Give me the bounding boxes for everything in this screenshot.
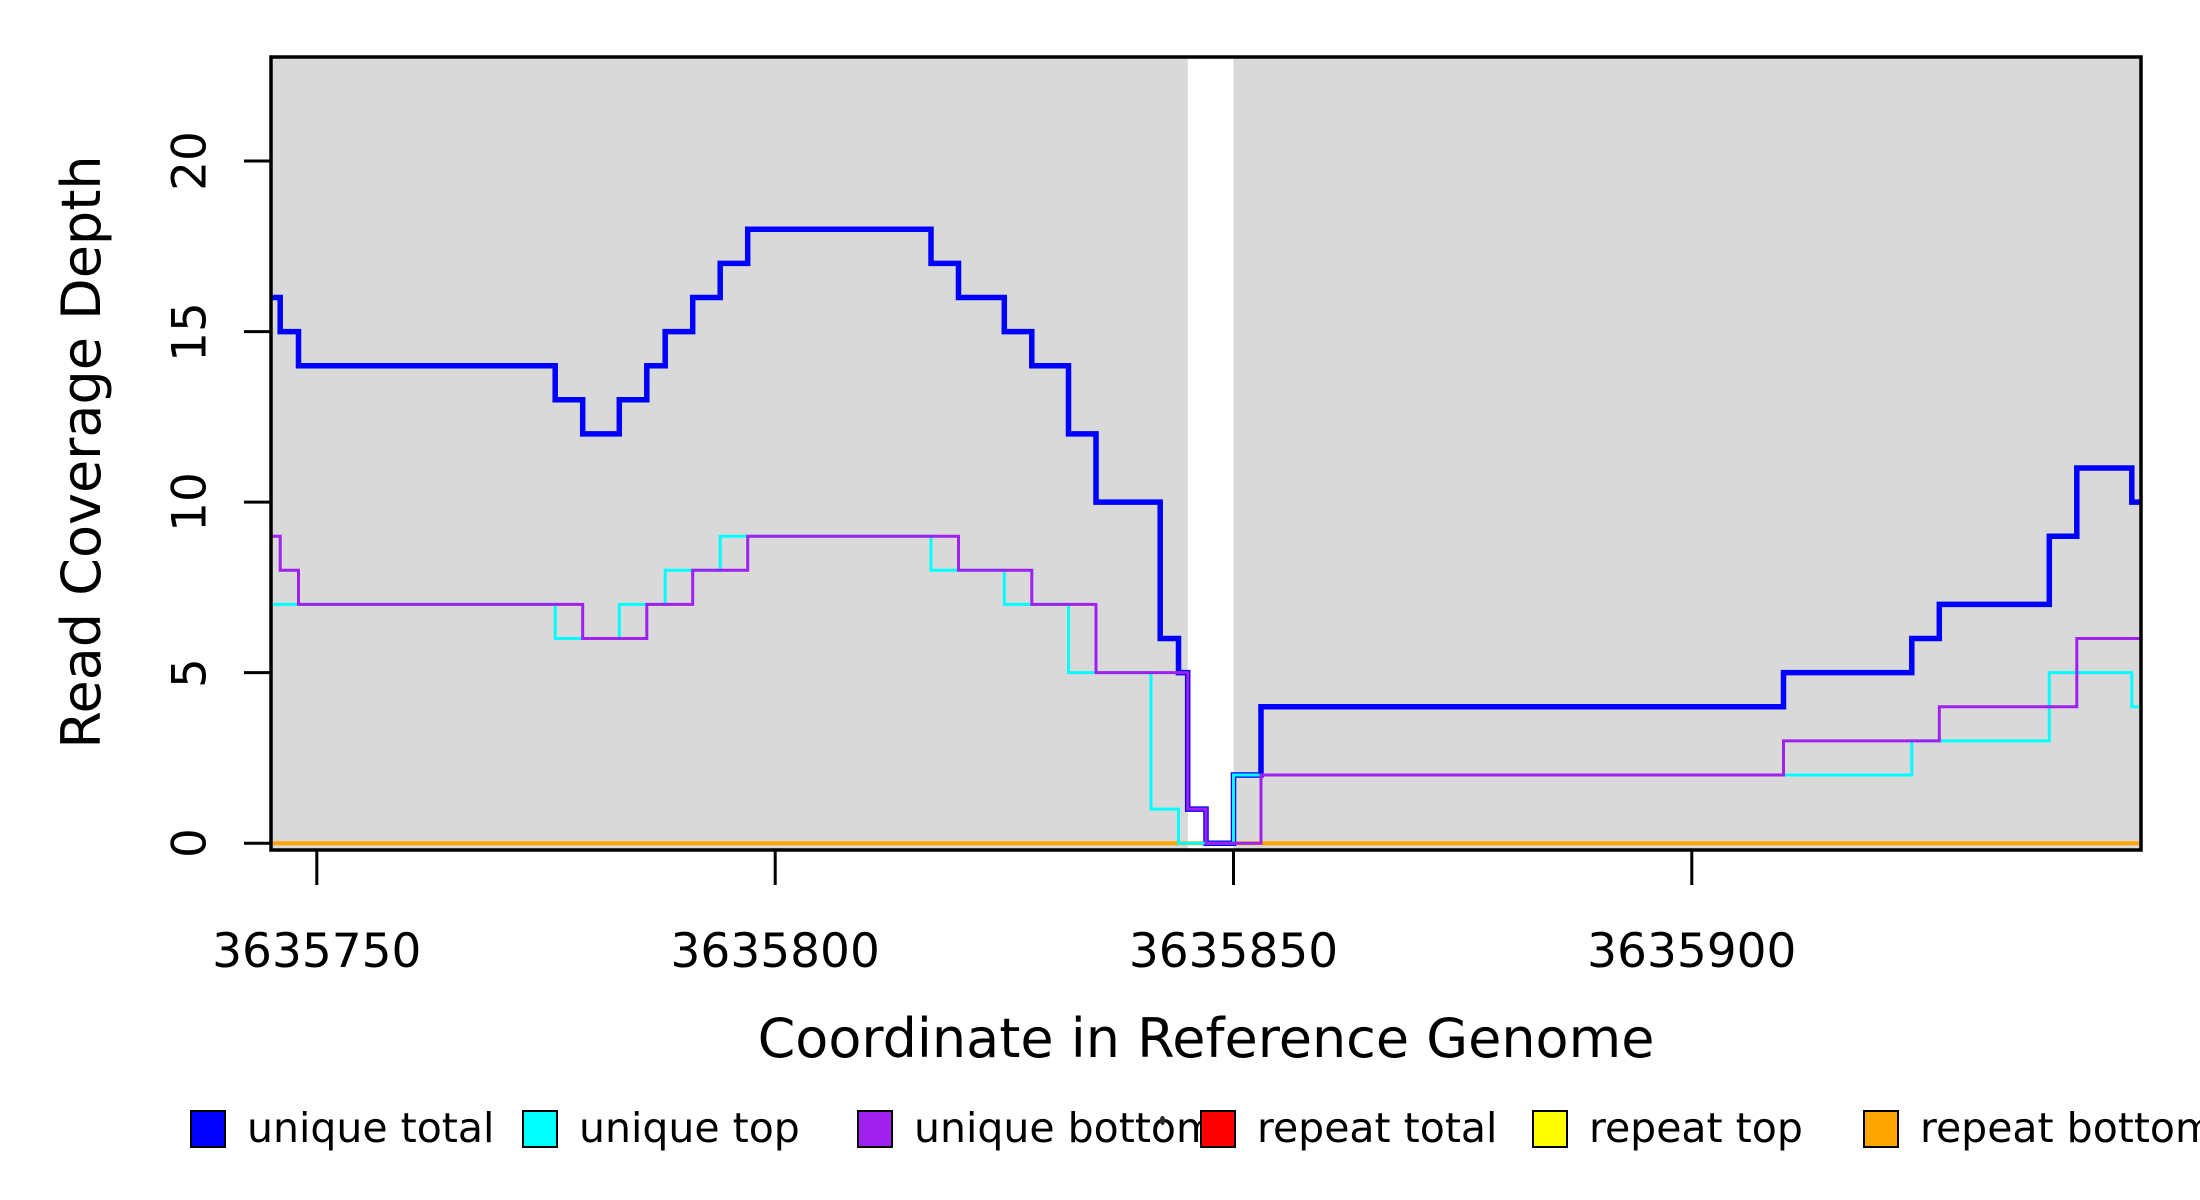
plot-border xyxy=(269,55,2143,852)
legend-label: repeat total xyxy=(1257,1104,1498,1152)
y-tick-label: 15 xyxy=(162,301,218,362)
background-band xyxy=(1233,57,2141,850)
legend-label: unique top xyxy=(579,1104,800,1152)
legend-item-repeat-top: repeat top xyxy=(1532,1108,1803,1149)
x-tick-label: 3635900 xyxy=(1587,924,1797,979)
legend-item-repeat-bottom: repeat bottom xyxy=(1863,1108,2200,1149)
series-unique-top xyxy=(271,534,2141,845)
series-unique-total xyxy=(271,226,2141,846)
legend-label: unique total xyxy=(247,1104,495,1152)
y-tick-label: 5 xyxy=(162,657,218,688)
legend-swatch-icon xyxy=(1532,1109,1568,1148)
background-band xyxy=(271,57,1188,850)
x-tick-label: 3635850 xyxy=(1128,924,1339,979)
legend-item-unique-top: unique top xyxy=(522,1108,800,1149)
x-axis-title: Coordinate in Reference Genome xyxy=(757,1007,1655,1070)
legend-item-unique-bottom: unique bottom xyxy=(857,1108,1216,1149)
legend-swatch-icon xyxy=(1863,1109,1899,1148)
legend-item-repeat-total: repeat total xyxy=(1200,1108,1497,1149)
legend-label: repeat top xyxy=(1589,1104,1803,1152)
legend-label: unique bottom xyxy=(914,1104,1216,1152)
legend-label: repeat bottom xyxy=(1920,1104,2200,1152)
legend-swatch-icon xyxy=(190,1109,226,1148)
legend-swatch-icon xyxy=(522,1109,558,1148)
y-tick-label: 10 xyxy=(162,472,218,532)
x-tick-label: 3635750 xyxy=(212,924,422,979)
legend-item-unique-total: unique total xyxy=(190,1108,494,1149)
x-tick-label: 3635800 xyxy=(670,924,880,979)
legend-swatch-icon xyxy=(1200,1109,1236,1148)
legend-swatch-icon xyxy=(857,1109,893,1148)
y-axis-title: Read Coverage Depth xyxy=(50,155,113,749)
y-tick-label: 0 xyxy=(162,828,218,859)
y-tick-label: 20 xyxy=(162,131,218,191)
stray-dot-artifact xyxy=(1160,1116,1165,1125)
series-unique-bottom xyxy=(271,534,2141,845)
